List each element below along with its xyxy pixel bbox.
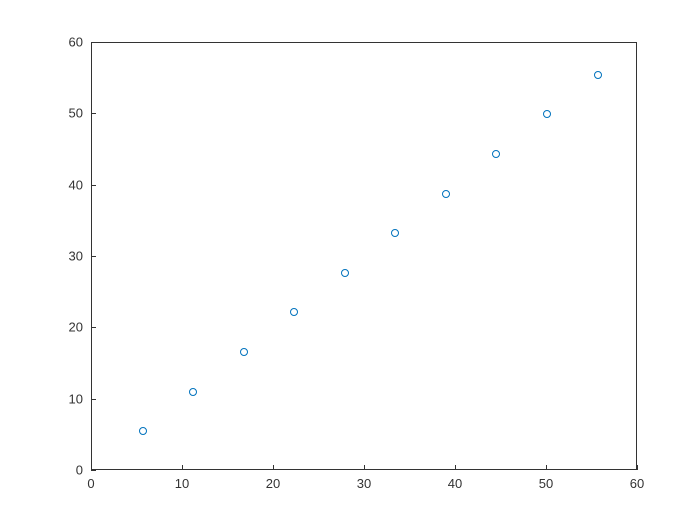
data-point [341, 269, 349, 277]
data-point [290, 308, 298, 316]
plot-area [91, 42, 637, 470]
y-tick-mark [91, 113, 96, 114]
data-point [442, 190, 450, 198]
x-tick-label: 10 [175, 476, 189, 491]
scatter-chart: 0 10 20 30 40 50 60 0 10 20 30 40 50 60 [0, 0, 700, 525]
data-point [240, 348, 248, 356]
y-tick-mark [91, 185, 96, 186]
x-tick-mark [364, 465, 365, 470]
data-point [139, 427, 147, 435]
y-tick-label: 40 [69, 177, 83, 192]
data-point [391, 229, 399, 237]
y-tick-label: 30 [69, 249, 83, 264]
x-tick-label: 30 [357, 476, 371, 491]
x-tick-label: 40 [448, 476, 462, 491]
y-tick-mark [91, 470, 96, 471]
y-tick-label: 50 [69, 106, 83, 121]
y-tick-label: 0 [76, 463, 83, 478]
x-tick-mark [455, 465, 456, 470]
data-point [594, 71, 602, 79]
data-point [492, 150, 500, 158]
x-tick-mark [546, 465, 547, 470]
y-tick-mark [91, 399, 96, 400]
x-tick-mark [637, 465, 638, 470]
y-tick-mark [91, 256, 96, 257]
y-tick-mark [91, 42, 96, 43]
x-tick-label: 60 [630, 476, 644, 491]
x-tick-mark [273, 465, 274, 470]
data-point [543, 110, 551, 118]
y-tick-label: 20 [69, 320, 83, 335]
x-tick-label: 20 [266, 476, 280, 491]
x-tick-label: 50 [539, 476, 553, 491]
data-point [189, 388, 197, 396]
x-tick-mark [182, 465, 183, 470]
x-tick-label: 0 [87, 476, 94, 491]
y-tick-label: 60 [69, 35, 83, 50]
y-tick-mark [91, 327, 96, 328]
y-tick-label: 10 [69, 391, 83, 406]
